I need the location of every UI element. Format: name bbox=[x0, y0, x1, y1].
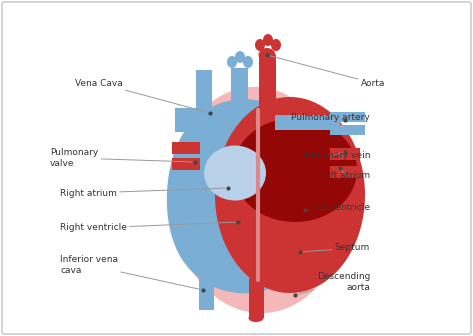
Polygon shape bbox=[259, 55, 276, 108]
Ellipse shape bbox=[259, 48, 275, 62]
Polygon shape bbox=[249, 278, 264, 318]
Polygon shape bbox=[330, 125, 365, 135]
Ellipse shape bbox=[235, 51, 245, 63]
Polygon shape bbox=[175, 108, 218, 120]
Text: Pulmonary artery: Pulmonary artery bbox=[291, 114, 370, 123]
Polygon shape bbox=[172, 158, 200, 170]
Text: Vena Cava: Vena Cava bbox=[75, 79, 207, 112]
Text: Left ventricle: Left ventricle bbox=[305, 204, 370, 212]
Polygon shape bbox=[231, 68, 248, 108]
Polygon shape bbox=[330, 166, 360, 178]
Text: Aorta: Aorta bbox=[270, 56, 385, 87]
Ellipse shape bbox=[248, 314, 263, 322]
Text: Left atrium: Left atrium bbox=[320, 170, 370, 179]
Text: Septum: Septum bbox=[303, 244, 370, 252]
Polygon shape bbox=[175, 120, 218, 132]
Polygon shape bbox=[173, 87, 343, 313]
Text: Descending
aorta: Descending aorta bbox=[298, 272, 370, 294]
Polygon shape bbox=[233, 118, 357, 222]
Ellipse shape bbox=[255, 39, 265, 51]
Text: Right atrium: Right atrium bbox=[60, 188, 225, 198]
Text: Pulmonary vein: Pulmonary vein bbox=[299, 151, 370, 160]
Polygon shape bbox=[330, 148, 360, 160]
Polygon shape bbox=[196, 70, 212, 120]
Ellipse shape bbox=[263, 34, 273, 46]
Polygon shape bbox=[215, 97, 365, 293]
Ellipse shape bbox=[227, 56, 237, 68]
Polygon shape bbox=[330, 112, 365, 122]
Ellipse shape bbox=[243, 56, 253, 68]
Polygon shape bbox=[167, 99, 317, 293]
Ellipse shape bbox=[271, 39, 281, 51]
Text: Pulmonary
valve: Pulmonary valve bbox=[50, 148, 192, 168]
Ellipse shape bbox=[204, 145, 266, 201]
FancyBboxPatch shape bbox=[2, 2, 471, 334]
Polygon shape bbox=[199, 260, 214, 310]
Text: Inferior vena
cava: Inferior vena cava bbox=[60, 255, 200, 289]
Polygon shape bbox=[275, 115, 340, 130]
Text: Right ventricle: Right ventricle bbox=[60, 222, 235, 233]
Polygon shape bbox=[172, 142, 200, 154]
